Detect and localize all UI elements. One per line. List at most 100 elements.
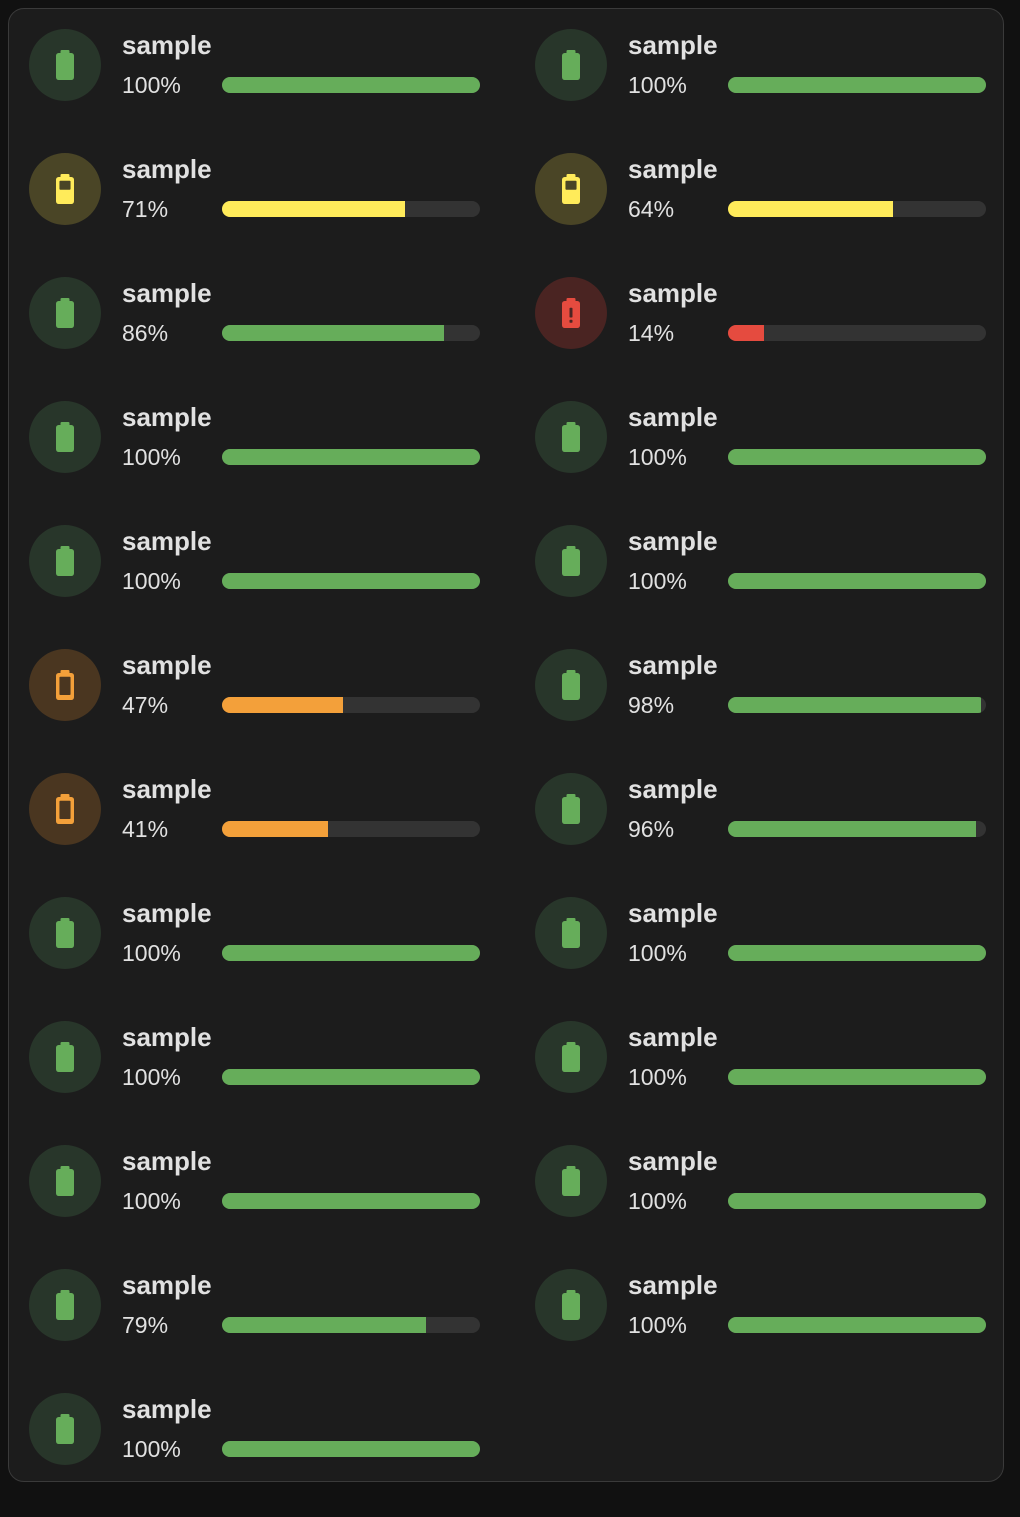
battery-entity[interactable]: sample 100% xyxy=(535,1145,1005,1269)
battery-icon-badge[interactable] xyxy=(535,1145,607,1217)
battery-level-bar xyxy=(222,325,480,341)
battery-icon-badge[interactable] xyxy=(29,29,101,101)
battery-level-bar xyxy=(728,449,986,465)
battery-percentage: 100% xyxy=(122,1188,181,1214)
battery-level-fill xyxy=(222,1441,480,1457)
battery-entity[interactable]: sample 100% xyxy=(29,1145,499,1269)
entity-name: sample xyxy=(628,1022,718,1052)
battery-icon-badge[interactable] xyxy=(29,897,101,969)
battery-entity[interactable]: sample 96% xyxy=(535,773,1005,897)
entity-name: sample xyxy=(122,1270,212,1300)
battery-level-fill xyxy=(222,1193,480,1209)
battery-entity[interactable]: sample 47% xyxy=(29,649,499,773)
battery-entity[interactable]: sample 100% xyxy=(535,1269,1005,1393)
battery-entity[interactable]: sample 71% xyxy=(29,153,499,277)
battery-percentage: 64% xyxy=(628,196,675,222)
battery-icon-badge[interactable] xyxy=(535,1021,607,1093)
entity-name: sample xyxy=(122,30,212,60)
battery-entity[interactable]: sample 100% xyxy=(29,1021,499,1145)
battery-level-bar xyxy=(222,77,480,93)
battery-entity[interactable]: sample 100% xyxy=(29,401,499,525)
battery-level-bar xyxy=(222,697,480,713)
battery-icon-badge[interactable] xyxy=(29,1269,101,1341)
battery-icon-badge[interactable] xyxy=(535,153,607,225)
battery-level-bar xyxy=(222,821,480,837)
battery-entity[interactable]: sample 41% xyxy=(29,773,499,897)
battery-icon-badge[interactable] xyxy=(29,1393,101,1465)
battery-entity[interactable]: sample 100% xyxy=(535,1021,1005,1145)
battery-level-fill xyxy=(222,573,480,589)
battery-icon-badge[interactable] xyxy=(29,1145,101,1217)
battery-percentage: 86% xyxy=(122,320,169,346)
battery-medium-icon xyxy=(562,174,580,204)
battery-level-fill xyxy=(728,573,986,589)
battery-level-fill xyxy=(728,1069,986,1085)
battery-full-icon xyxy=(562,794,580,824)
battery-icon-badge[interactable] xyxy=(29,773,101,845)
battery-percentage: 14% xyxy=(628,320,675,346)
battery-level-fill xyxy=(222,821,328,837)
battery-full-icon xyxy=(562,1042,580,1072)
battery-entity[interactable]: sample 64% xyxy=(535,153,1005,277)
battery-icon-badge[interactable] xyxy=(535,525,607,597)
battery-percentage: 100% xyxy=(628,1064,687,1090)
battery-level-fill xyxy=(222,945,480,961)
battery-full-icon xyxy=(56,50,74,80)
battery-entity[interactable]: sample 100% xyxy=(29,897,499,1021)
battery-level-bar xyxy=(222,945,480,961)
battery-icon-badge[interactable] xyxy=(29,1021,101,1093)
battery-level-bar xyxy=(222,201,480,217)
battery-percentage: 100% xyxy=(628,1188,687,1214)
battery-level-fill xyxy=(728,1193,986,1209)
battery-entity[interactable]: sample 100% xyxy=(29,29,499,153)
battery-icon-badge[interactable] xyxy=(535,1269,607,1341)
battery-full-icon xyxy=(56,918,74,948)
battery-level-bar xyxy=(728,945,986,961)
battery-full-icon xyxy=(562,670,580,700)
battery-entity[interactable]: sample 100% xyxy=(535,897,1005,1021)
battery-level-bar xyxy=(222,573,480,589)
battery-level-bar xyxy=(728,697,986,713)
battery-level-bar xyxy=(728,1193,986,1209)
battery-full-icon xyxy=(562,1290,580,1320)
battery-entity[interactable]: sample 100% xyxy=(29,1393,499,1517)
battery-entity[interactable]: sample 98% xyxy=(535,649,1005,773)
battery-icon-badge[interactable] xyxy=(29,525,101,597)
battery-percentage: 100% xyxy=(122,940,181,966)
battery-icon-badge[interactable] xyxy=(535,277,607,349)
battery-entity[interactable]: sample 86% xyxy=(29,277,499,401)
battery-level-bar xyxy=(728,573,986,589)
battery-icon-badge[interactable] xyxy=(535,401,607,473)
battery-icon-badge[interactable] xyxy=(535,773,607,845)
battery-percentage: 100% xyxy=(122,444,181,470)
battery-icon-badge[interactable] xyxy=(535,897,607,969)
battery-level-bar xyxy=(222,1317,480,1333)
battery-icon-badge[interactable] xyxy=(29,277,101,349)
battery-percentage: 100% xyxy=(122,72,181,98)
entity-name: sample xyxy=(628,30,718,60)
entity-name: sample xyxy=(122,402,212,432)
battery-percentage: 100% xyxy=(122,568,181,594)
battery-entity[interactable]: sample 79% xyxy=(29,1269,499,1393)
battery-full-icon xyxy=(56,1042,74,1072)
battery-icon-badge[interactable] xyxy=(535,649,607,721)
entity-name: sample xyxy=(122,1146,212,1176)
battery-icon-badge[interactable] xyxy=(535,29,607,101)
battery-entity[interactable]: sample 100% xyxy=(535,29,1005,153)
battery-level-fill xyxy=(728,945,986,961)
battery-level-fill xyxy=(222,697,344,713)
battery-entity[interactable]: sample 100% xyxy=(29,525,499,649)
battery-level-fill xyxy=(728,77,986,93)
battery-entity[interactable]: sample 14% xyxy=(535,277,1005,401)
battery-icon-badge[interactable] xyxy=(29,649,101,721)
battery-icon-badge[interactable] xyxy=(29,401,101,473)
battery-entity[interactable]: sample 100% xyxy=(535,401,1005,525)
battery-level-bar xyxy=(728,77,986,93)
battery-percentage: 100% xyxy=(122,1064,181,1090)
battery-level-bar xyxy=(222,1193,480,1209)
battery-full-icon xyxy=(56,298,74,328)
battery-level-bar xyxy=(728,821,986,837)
battery-percentage: 41% xyxy=(122,816,169,842)
battery-icon-badge[interactable] xyxy=(29,153,101,225)
battery-entity[interactable]: sample 100% xyxy=(535,525,1005,649)
